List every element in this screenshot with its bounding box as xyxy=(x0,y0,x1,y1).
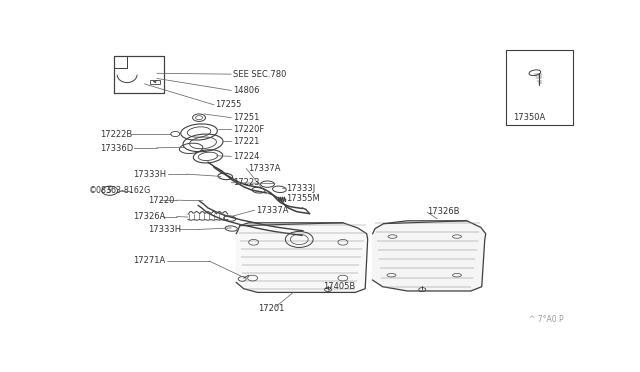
Text: SEE SEC.780: SEE SEC.780 xyxy=(233,70,286,78)
Text: 17251: 17251 xyxy=(233,113,259,122)
Polygon shape xyxy=(236,223,367,292)
Polygon shape xyxy=(372,221,486,291)
Text: 17224: 17224 xyxy=(233,152,259,161)
Text: 17350A: 17350A xyxy=(513,113,546,122)
Text: 17223: 17223 xyxy=(233,178,259,187)
Text: 17220F: 17220F xyxy=(233,125,264,134)
Text: 17333H: 17333H xyxy=(134,170,166,179)
Text: 17326A: 17326A xyxy=(134,212,166,221)
Text: 17337A: 17337A xyxy=(256,206,289,215)
Text: 17222B: 17222B xyxy=(100,130,132,139)
Text: 17355M: 17355M xyxy=(286,194,320,203)
Text: S: S xyxy=(108,186,112,195)
Text: 17333H: 17333H xyxy=(148,225,182,234)
Text: ©08363-8162G: ©08363-8162G xyxy=(89,186,151,195)
Text: 14806: 14806 xyxy=(233,86,259,95)
Text: 17220: 17220 xyxy=(148,196,175,205)
Text: 17405B: 17405B xyxy=(323,282,355,291)
Text: 17221: 17221 xyxy=(233,137,259,146)
Text: 17326B: 17326B xyxy=(428,207,460,216)
Text: 17201: 17201 xyxy=(259,304,285,312)
Text: 17336D: 17336D xyxy=(100,144,133,153)
Text: 17255: 17255 xyxy=(216,100,242,109)
Text: 17337A: 17337A xyxy=(248,164,280,173)
Text: 17333J: 17333J xyxy=(286,184,316,193)
Text: ^ 7°A0 P: ^ 7°A0 P xyxy=(529,315,564,324)
Text: 17271A: 17271A xyxy=(134,256,166,265)
